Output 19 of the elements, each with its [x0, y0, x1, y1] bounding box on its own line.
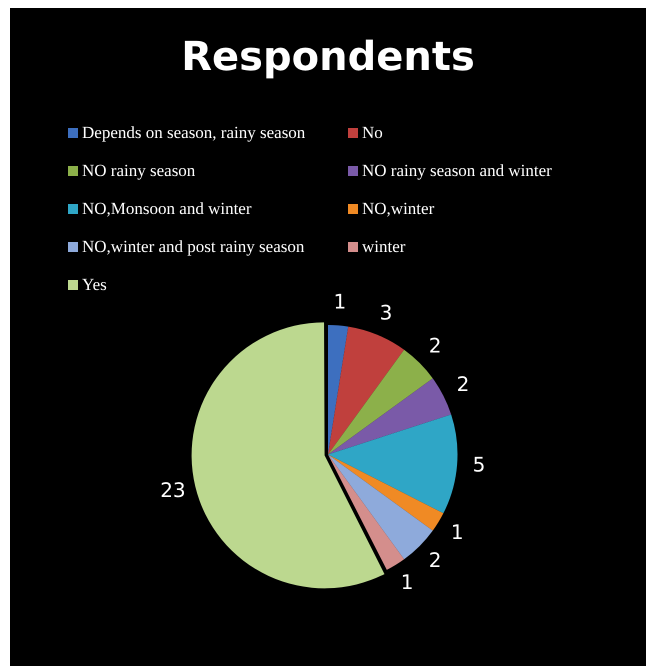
legend-label: Depends on season, rainy season — [82, 123, 306, 143]
data-label: 1 — [450, 520, 464, 544]
data-label: 2 — [428, 334, 442, 358]
legend-label: winter — [362, 237, 406, 257]
data-label: 1 — [400, 570, 414, 594]
data-label: 1 — [334, 290, 346, 314]
legend-label: Yes — [82, 275, 107, 295]
legend-label: NO,Monsoon and winter — [82, 199, 252, 219]
legend-label: NO rainy season — [82, 161, 196, 181]
legend-label: NO rainy season and winter — [362, 161, 552, 181]
data-label: 23 — [160, 478, 186, 502]
chart-title: Respondents — [180, 34, 476, 80]
legend-label: NO,winter — [362, 199, 434, 219]
legend-label: No — [362, 123, 383, 143]
data-label: 5 — [472, 452, 486, 477]
legend-label: NO,winter and post rainy season — [82, 237, 304, 257]
data-label: 3 — [380, 300, 392, 325]
data-label: 2 — [456, 372, 470, 396]
data-label: 2 — [428, 548, 442, 572]
